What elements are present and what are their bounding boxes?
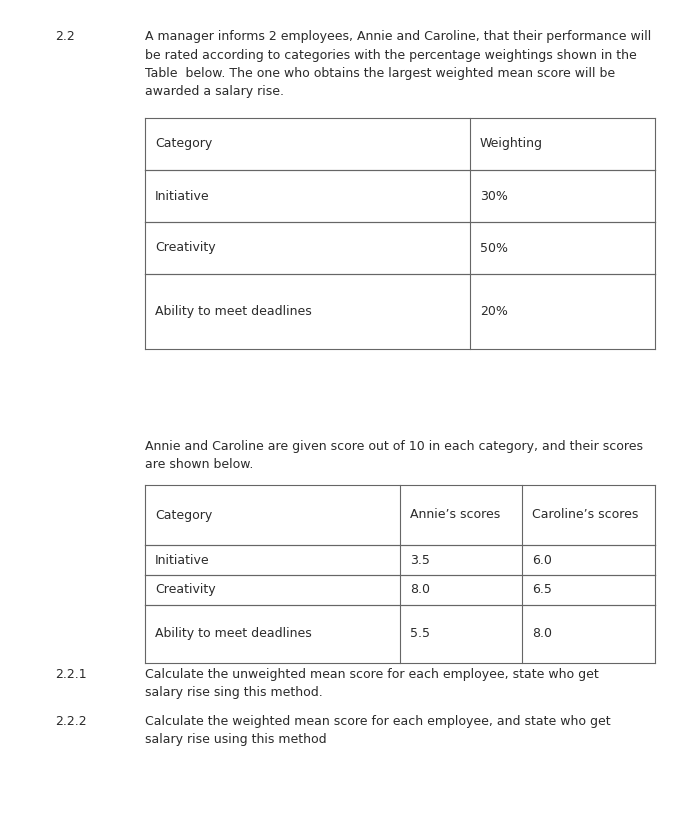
Text: are shown below.: are shown below. (145, 458, 254, 471)
Text: Ability to meet deadlines: Ability to meet deadlines (155, 305, 312, 318)
Text: 2.2.2: 2.2.2 (55, 715, 87, 728)
Text: Category: Category (155, 137, 212, 151)
Text: Creativity: Creativity (155, 241, 216, 255)
Text: 50%: 50% (480, 241, 508, 255)
Text: 8.0: 8.0 (410, 584, 430, 596)
Text: 6.5: 6.5 (532, 584, 552, 596)
Text: 20%: 20% (480, 305, 508, 318)
Text: Annie’s scores: Annie’s scores (410, 509, 500, 522)
Text: Table  below. The one who obtains the largest weighted mean score will be: Table below. The one who obtains the lar… (145, 67, 615, 80)
Text: awarded a salary rise.: awarded a salary rise. (145, 85, 284, 98)
Text: 8.0: 8.0 (532, 628, 552, 640)
Text: 2.2: 2.2 (55, 30, 75, 43)
Text: Annie and Caroline are given score out of 10 in each category, and their scores: Annie and Caroline are given score out o… (145, 440, 643, 453)
Text: Calculate the weighted mean score for each employee, and state who get: Calculate the weighted mean score for ea… (145, 715, 611, 728)
Text: salary rise sing this method.: salary rise sing this method. (145, 686, 323, 700)
Text: A manager informs 2 employees, Annie and Caroline, that their performance will: A manager informs 2 employees, Annie and… (145, 30, 651, 43)
Text: Weighting: Weighting (480, 137, 543, 151)
Text: Initiative: Initiative (155, 189, 209, 203)
Text: 30%: 30% (480, 189, 508, 203)
Text: 5.5: 5.5 (410, 628, 430, 640)
Text: salary rise using this method: salary rise using this method (145, 734, 326, 747)
Text: 3.5: 3.5 (410, 553, 430, 566)
Text: Ability to meet deadlines: Ability to meet deadlines (155, 628, 312, 640)
Text: 2.2.1: 2.2.1 (55, 668, 87, 681)
Text: 6.0: 6.0 (532, 553, 552, 566)
Text: be rated according to categories with the percentage weightings shown in the: be rated according to categories with th… (145, 49, 637, 61)
Text: Category: Category (155, 509, 212, 522)
Text: Caroline’s scores: Caroline’s scores (532, 509, 638, 522)
Text: Creativity: Creativity (155, 584, 216, 596)
Text: Initiative: Initiative (155, 553, 209, 566)
Text: Calculate the unweighted mean score for each employee, state who get: Calculate the unweighted mean score for … (145, 668, 599, 681)
